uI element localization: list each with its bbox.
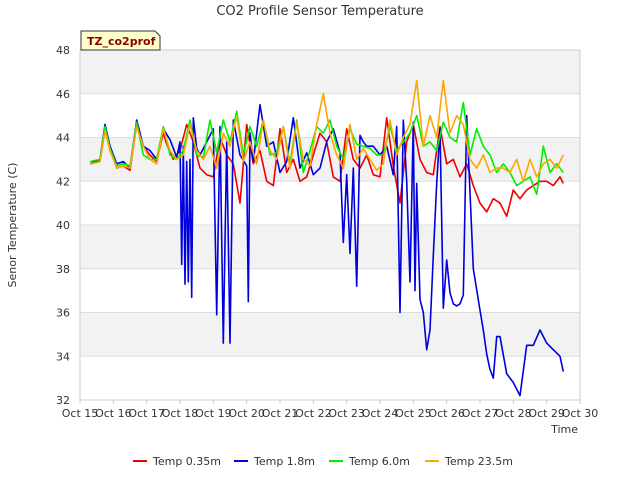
legend-label: Temp 23.5m — [444, 455, 513, 468]
legend-item: Temp 0.35m — [133, 455, 221, 468]
x-axis-label: Time — [550, 423, 578, 436]
badge-box — [80, 30, 161, 51]
x-tick-label: Oct 27 — [462, 407, 499, 420]
x-tick-label: Oct 18 — [162, 407, 199, 420]
x-tick-label: Oct 19 — [195, 407, 232, 420]
x-tick-label: Oct 20 — [228, 407, 265, 420]
y-tick-label: 42 — [56, 175, 70, 188]
plot-band — [80, 312, 580, 357]
x-tick-label: Oct 26 — [428, 407, 465, 420]
x-tick-label: Oct 30 — [562, 407, 599, 420]
series-line-2 — [89, 103, 565, 397]
plot-band — [80, 268, 580, 313]
series-layer — [89, 79, 565, 397]
legend-item: Temp 23.5m — [425, 455, 513, 468]
x-tick-label: Oct 16 — [95, 407, 132, 420]
legend-label: Temp 1.8m — [253, 455, 315, 468]
plot-background — [80, 50, 580, 400]
x-tick-label: Oct 28 — [495, 407, 532, 420]
legend-label: Temp 6.0m — [348, 455, 410, 468]
plot-band — [80, 50, 580, 94]
x-tick-label: Oct 25 — [395, 407, 432, 420]
badge: TZ_co2prof — [80, 30, 161, 51]
y-axis-label: Senor Temperature (C) — [6, 163, 19, 288]
x-tick-label: Oct 15 — [62, 407, 99, 420]
y-tick-label: 44 — [56, 132, 70, 145]
y-tick-label: 48 — [56, 44, 70, 57]
legend: Temp 0.35m Temp 1.8m Temp 6.0m Temp 23.5m — [133, 455, 513, 468]
series-line-3 — [89, 101, 564, 196]
x-tick-label: Oct 17 — [128, 407, 165, 420]
y-tick-label: 40 — [56, 219, 70, 232]
plot-band — [80, 225, 580, 269]
legend-item: Temp 1.8m — [234, 455, 315, 468]
x-tick-label: Oct 22 — [295, 407, 332, 420]
chart-title: CO2 Profile Sensor Temperature — [216, 4, 423, 19]
y-tick-label: 32 — [56, 394, 70, 407]
y-tick-labels: 32 34 36 38 40 42 44 46 48 — [56, 44, 70, 407]
y-tick-label: 38 — [56, 263, 70, 276]
x-tick-label: Oct 24 — [362, 407, 399, 420]
y-tick-label: 36 — [56, 307, 70, 320]
x-tick-label: Oct 23 — [328, 407, 365, 420]
y-tick-label: 46 — [56, 88, 70, 101]
y-tick-label: 34 — [56, 350, 70, 363]
series-line-4 — [89, 79, 565, 183]
plot-band — [80, 356, 580, 400]
x-tick-label: Oct 29 — [528, 407, 565, 420]
plot-band — [80, 181, 580, 225]
x-tick-label: Oct 21 — [262, 407, 299, 420]
plot-frame — [79, 49, 581, 401]
badge-label: TZ_co2prof — [87, 35, 156, 48]
legend-item: Temp 6.0m — [329, 455, 410, 468]
legend-label: Temp 0.35m — [152, 455, 221, 468]
